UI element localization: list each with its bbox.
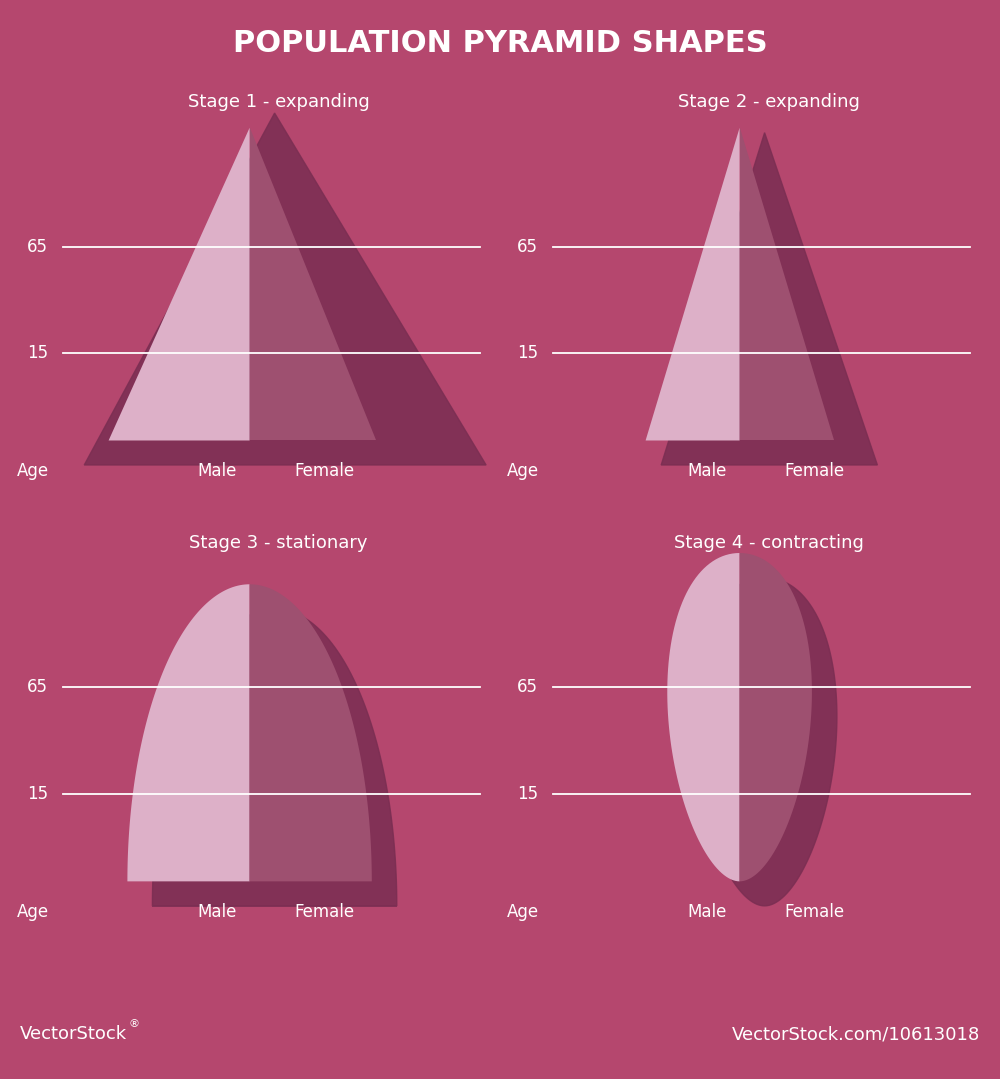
Text: Female: Female (295, 462, 355, 480)
Text: Stage 2 - expanding: Stage 2 - expanding (678, 93, 859, 111)
Text: VectorStock.com/10613018: VectorStock.com/10613018 (732, 1025, 980, 1043)
Text: Male: Male (687, 462, 726, 480)
Text: VectorStock: VectorStock (20, 1025, 127, 1043)
Polygon shape (152, 609, 397, 906)
Text: Age: Age (507, 903, 539, 921)
Text: 65: 65 (517, 679, 538, 696)
Text: POPULATION PYRAMID SHAPES: POPULATION PYRAMID SHAPES (233, 29, 767, 58)
Polygon shape (250, 584, 372, 882)
Polygon shape (646, 127, 740, 440)
Text: Stage 1 - expanding: Stage 1 - expanding (188, 93, 369, 111)
Text: ®: ® (128, 1020, 139, 1029)
Text: 65: 65 (27, 237, 48, 256)
Text: 65: 65 (27, 679, 48, 696)
Polygon shape (667, 554, 740, 882)
Text: Male: Male (197, 903, 236, 921)
Text: Age: Age (17, 462, 49, 480)
Polygon shape (109, 127, 250, 440)
Text: Stage 3 - stationary: Stage 3 - stationary (189, 534, 368, 552)
Text: Male: Male (687, 903, 726, 921)
Text: 15: 15 (517, 344, 538, 361)
Polygon shape (740, 554, 812, 882)
Text: 15: 15 (517, 784, 538, 803)
Text: Female: Female (785, 903, 845, 921)
Polygon shape (84, 113, 486, 465)
Text: Female: Female (785, 462, 845, 480)
Polygon shape (740, 127, 834, 440)
Text: Stage 4 - contracting: Stage 4 - contracting (674, 534, 863, 552)
Polygon shape (127, 584, 250, 882)
Polygon shape (250, 127, 376, 440)
Text: Male: Male (197, 462, 236, 480)
Text: Female: Female (295, 903, 355, 921)
Polygon shape (661, 133, 877, 465)
Text: Age: Age (507, 462, 539, 480)
Text: 15: 15 (27, 344, 48, 361)
Text: Age: Age (17, 903, 49, 921)
Polygon shape (692, 577, 837, 906)
Text: 65: 65 (517, 237, 538, 256)
Text: 15: 15 (27, 784, 48, 803)
